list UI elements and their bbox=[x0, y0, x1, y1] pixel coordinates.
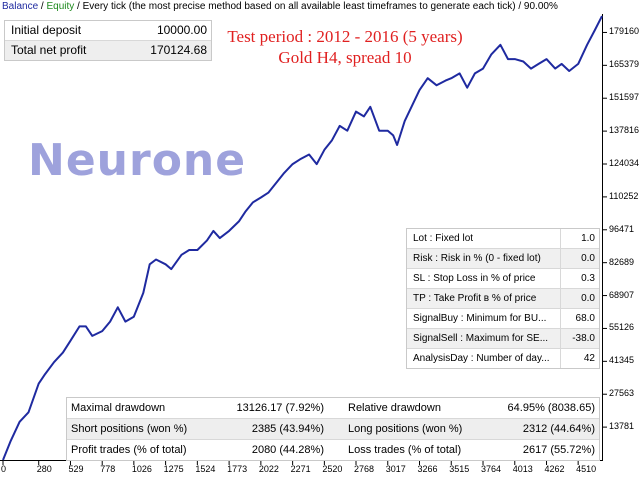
param-value: 0.0 bbox=[560, 289, 599, 308]
stat-label: Long positions (won %) bbox=[348, 423, 463, 435]
param-label: TP : Take Profit в % of price bbox=[413, 293, 537, 304]
brand-watermark: Neurone bbox=[28, 135, 247, 186]
param-row: Risk : Risk in % (0 - fixed lot) 0.0 bbox=[407, 248, 599, 268]
x-tick-label: 4262 bbox=[544, 464, 565, 474]
legend-separator: / bbox=[38, 1, 47, 12]
instrument-line: Gold H4, spread 10 bbox=[278, 48, 412, 67]
stat-value: 2617 (55.72%) bbox=[522, 444, 595, 456]
x-tick-label: 3017 bbox=[385, 464, 406, 474]
y-tick-label: 137816 bbox=[609, 125, 640, 136]
chart-header: Balance / Equity / Every tick (the most … bbox=[0, 0, 622, 14]
y-tick-label: 55126 bbox=[609, 322, 635, 333]
param-row: TP : Take Profit в % of price 0.0 bbox=[407, 288, 599, 308]
param-label: SignalSell : Maximum for SE... bbox=[413, 333, 549, 344]
x-tick-label: 1524 bbox=[195, 464, 216, 474]
initial-deposit-value: 10000.00 bbox=[156, 23, 207, 37]
param-value: 42 bbox=[560, 349, 599, 368]
param-row: AnalysisDay : Number of day... 42 bbox=[407, 348, 599, 368]
test-mode-text: / Every tick (the most precise method ba… bbox=[74, 1, 558, 12]
y-tick-label: 179160 bbox=[609, 26, 640, 37]
y-tick-label: 27563 bbox=[609, 388, 635, 399]
stats-row: Short positions (won %) 2385 (43.94%) Lo… bbox=[67, 418, 599, 439]
x-tick-label: 1773 bbox=[227, 464, 248, 474]
param-value: 68.0 bbox=[560, 309, 599, 328]
initial-deposit-label: Initial deposit bbox=[11, 23, 82, 37]
param-label: Risk : Risk in % (0 - fixed lot) bbox=[413, 253, 541, 264]
x-tick-label: 4013 bbox=[512, 464, 533, 474]
param-value: -38.0 bbox=[560, 329, 599, 348]
total-net-profit-value: 170124.68 bbox=[150, 43, 207, 57]
parameters-table: Lot : Fixed lot 1.0 Risk : Risk in % (0 -… bbox=[406, 228, 600, 369]
y-tick-label: 124034 bbox=[609, 158, 640, 168]
equity-legend: Equity bbox=[46, 1, 75, 12]
x-tick-label: 2520 bbox=[322, 464, 343, 474]
x-tick-label: 4510 bbox=[576, 464, 597, 474]
x-tick-label: 2768 bbox=[353, 464, 375, 474]
param-value: 1.0 bbox=[560, 229, 599, 248]
stats-row: Maximal drawdown 13126.17 (7.92%) Relati… bbox=[67, 398, 599, 418]
stat-value: 13126.17 (7.92%) bbox=[236, 402, 324, 414]
stat-label: Relative drawdown bbox=[348, 402, 441, 414]
param-row: SignalSell : Maximum for SE... -38.0 bbox=[407, 328, 599, 348]
x-tick-label: 3515 bbox=[449, 464, 470, 474]
x-tick-label: 1275 bbox=[163, 464, 184, 474]
y-tick-label: 110252 bbox=[609, 190, 639, 201]
x-tick-label: 1026 bbox=[131, 464, 152, 474]
deposit-summary-table: Initial deposit 10000.00 Total net profi… bbox=[4, 20, 212, 61]
total-net-profit-label: Total net profit bbox=[11, 43, 87, 57]
stat-label: Loss trades (% of total) bbox=[348, 444, 462, 456]
param-value: 0.3 bbox=[560, 269, 599, 288]
test-period-line: Test period : 2012 - 2016 (5 years) bbox=[227, 27, 463, 46]
stat-value: 64.95% (8038.65) bbox=[507, 402, 595, 414]
stat-label: Profit trades (% of total) bbox=[71, 444, 187, 456]
y-tick-label: 13781 bbox=[609, 421, 635, 432]
balance-legend: Balance bbox=[2, 1, 39, 12]
stat-label: Maximal drawdown bbox=[71, 402, 166, 414]
y-tick-label: 82689 bbox=[609, 256, 635, 267]
x-tick-label: 2022 bbox=[258, 464, 279, 474]
x-tick-label: 2271 bbox=[290, 464, 311, 474]
stat-label: Short positions (won %) bbox=[71, 423, 188, 435]
y-tick-label: 165379 bbox=[609, 59, 640, 70]
statistics-table: Maximal drawdown 13126.17 (7.92%) Relati… bbox=[66, 397, 600, 461]
x-tick-label: 3266 bbox=[417, 464, 438, 474]
stat-value: 2312 (44.64%) bbox=[522, 423, 595, 435]
y-tick-label: 151597 bbox=[609, 92, 640, 103]
x-tick-label: 3764 bbox=[481, 464, 502, 474]
test-period-annotation: Test period : 2012 - 2016 (5 years) Gold… bbox=[220, 26, 470, 68]
param-row: SignalBuy : Minimum for BU... 68.0 bbox=[407, 308, 599, 328]
total-net-profit-row: Total net profit 170124.68 bbox=[5, 40, 211, 60]
y-tick-label: 96471 bbox=[609, 223, 635, 234]
x-tick-label: 280 bbox=[36, 464, 52, 474]
stats-row: Profit trades (% of total) 2080 (44.28%)… bbox=[67, 439, 599, 460]
stat-value: 2080 (44.28%) bbox=[251, 444, 324, 456]
y-tick-label: 41345 bbox=[609, 355, 635, 366]
x-tick-label: 529 bbox=[68, 464, 84, 474]
y-tick-label: 68907 bbox=[609, 289, 635, 300]
param-label: SignalBuy : Minimum for BU... bbox=[413, 313, 547, 324]
x-tick-label: 778 bbox=[100, 464, 116, 474]
param-label: SL : Stop Loss in % of price bbox=[413, 273, 536, 284]
param-label: Lot : Fixed lot bbox=[413, 233, 474, 244]
param-label: AnalysisDay : Number of day... bbox=[413, 353, 550, 364]
param-row: SL : Stop Loss in % of price 0.3 bbox=[407, 268, 599, 288]
initial-deposit-row: Initial deposit 10000.00 bbox=[5, 21, 211, 40]
balance-line bbox=[2, 15, 603, 461]
stat-value: 2385 (43.94%) bbox=[251, 423, 324, 435]
param-row: Lot : Fixed lot 1.0 bbox=[407, 229, 599, 248]
param-value: 0.0 bbox=[560, 249, 599, 268]
x-tick-label: 0 bbox=[1, 464, 7, 474]
